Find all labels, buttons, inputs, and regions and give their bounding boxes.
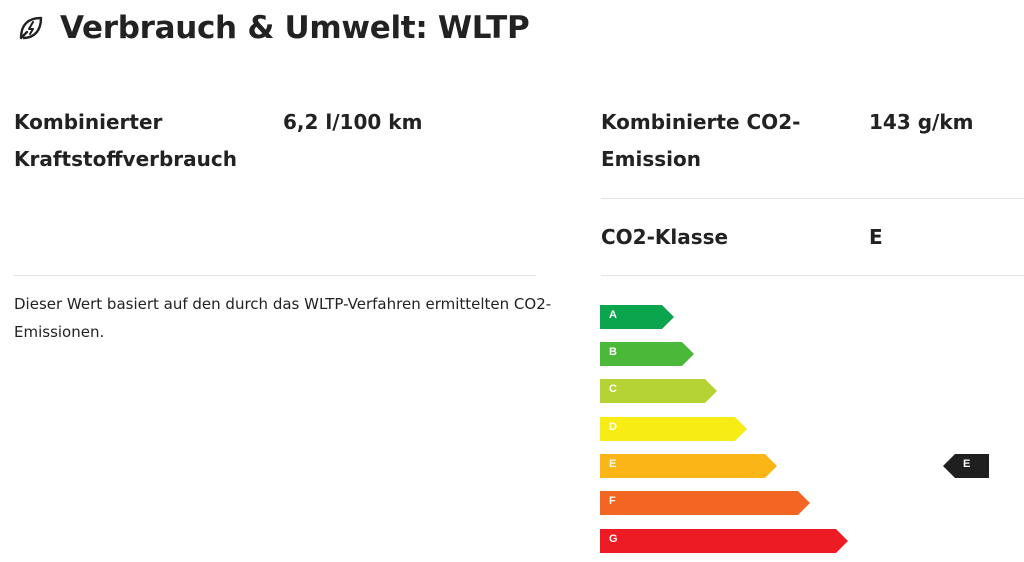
selected-class-marker: E [943, 454, 989, 478]
co2-class-label: CO2-Klasse [601, 225, 729, 249]
divider [14, 275, 536, 276]
leaf-lightning-icon [16, 13, 46, 43]
scale-bar-a: A [600, 305, 674, 329]
fuel-consumption-value: 6,2 l/100 km [283, 110, 423, 134]
scale-bar-f: F [600, 491, 810, 515]
scale-bar-d: D [600, 417, 747, 441]
co2-emission-value: 143 g/km [869, 110, 974, 134]
wltp-note: Dieser Wert basiert auf den durch das WL… [14, 295, 552, 341]
fuel-consumption-label: Kombinierter Kraftstoffverbrauch [14, 110, 237, 171]
scale-bar-g: G [600, 529, 848, 553]
divider [601, 198, 1024, 199]
divider [601, 275, 1024, 276]
scale-bar-c: C [600, 379, 717, 403]
scale-bar-b: B [600, 342, 694, 366]
scale-bar-e: E [600, 454, 777, 478]
co2-class-value: E [869, 225, 883, 249]
section-header: Verbrauch & Umwelt: WLTP [16, 6, 530, 50]
page-title: Verbrauch & Umwelt: WLTP [60, 10, 530, 46]
co2-emission-label: Kombinierte CO2-Emission [601, 110, 801, 171]
